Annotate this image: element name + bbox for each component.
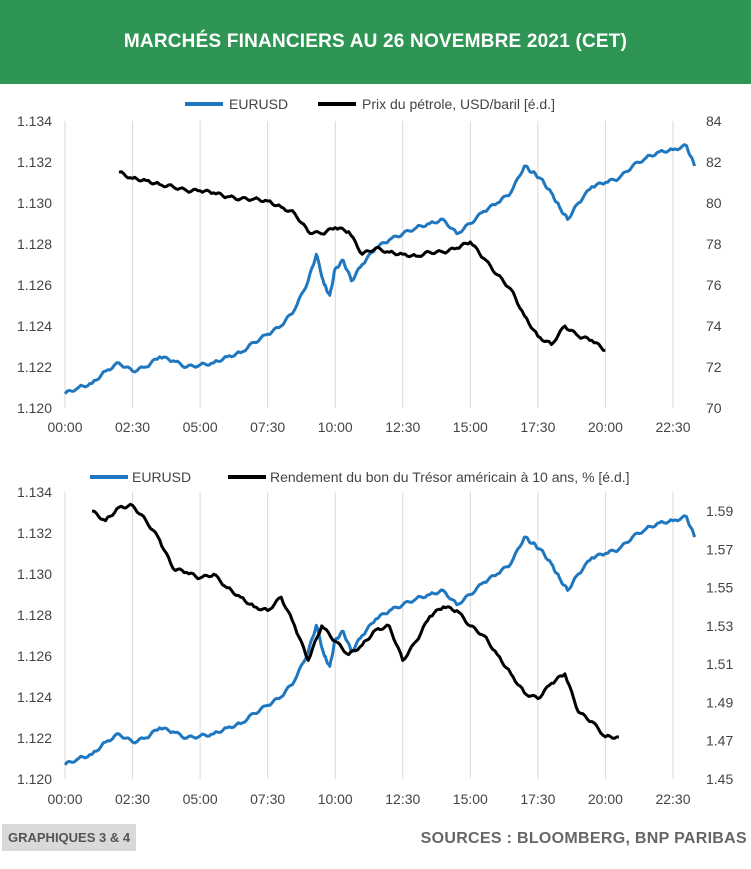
- x-tick-label: 07:30: [250, 791, 285, 807]
- y-right-tick-label: 1.55: [706, 580, 733, 596]
- x-tick-label: 22:30: [655, 791, 690, 807]
- y-left-tick-label: 1.132: [17, 154, 52, 170]
- x-tick-label: 00:00: [47, 419, 82, 435]
- x-tick-label: 17:30: [520, 419, 555, 435]
- y-left-tick-label: 1.122: [17, 359, 52, 375]
- x-tick-label: 22:30: [655, 419, 690, 435]
- x-tick-label: 10:00: [318, 791, 353, 807]
- y-left-tick-label: 1.126: [17, 648, 52, 664]
- legend-label: EURUSD: [132, 469, 191, 485]
- y-right-tick-label: 80: [706, 195, 722, 211]
- series-line-secondary: [118, 170, 606, 353]
- y-right-tick-label: 74: [706, 318, 722, 334]
- legend-label: Prix du pétrole, USD/baril [é.d.]: [362, 96, 555, 112]
- x-tick-label: 20:00: [588, 419, 623, 435]
- y-right-tick-label: 1.53: [706, 618, 733, 634]
- y-left-tick-label: 1.134: [17, 113, 52, 129]
- x-tick-label: 20:00: [588, 791, 623, 807]
- page-title: MARCHÉS FINANCIERS AU 26 NOVEMBRE 2021 (…: [0, 0, 751, 84]
- y-left-tick-label: 1.132: [17, 525, 52, 541]
- x-tick-label: 05:00: [183, 791, 218, 807]
- x-tick-label: 02:30: [115, 419, 150, 435]
- x-tick-label: 15:00: [453, 419, 488, 435]
- y-left-tick-label: 1.124: [17, 318, 52, 334]
- y-right-tick-label: 1.49: [706, 694, 733, 710]
- y-right-tick-label: 1.45: [706, 771, 733, 787]
- y-left-tick-label: 1.128: [17, 236, 52, 252]
- x-tick-label: 10:00: [318, 419, 353, 435]
- y-right-tick-label: 1.57: [706, 541, 733, 557]
- series-line-secondary: [91, 502, 619, 740]
- x-tick-label: 00:00: [47, 791, 82, 807]
- y-right-tick-label: 1.59: [706, 503, 733, 519]
- y-left-tick-label: 1.128: [17, 607, 52, 623]
- series-line-eurusd: [63, 143, 697, 395]
- series-line-eurusd: [63, 514, 697, 766]
- sources-note: SOURCES : BLOOMBERG, BNP PARIBAS: [420, 830, 747, 847]
- y-right-tick-label: 82: [706, 154, 722, 170]
- chart-yield-eurusd: 00:00 02:30 05:00 07:30 10:00 12:30 15:00 17:30…: [17, 469, 734, 807]
- y-right-tick-label: 78: [706, 236, 722, 252]
- y-left-tick-label: 1.134: [17, 484, 52, 500]
- y-left-tick-label: 1.130: [17, 195, 52, 211]
- legend-label: EURUSD: [229, 96, 288, 112]
- x-tick-label: 17:30: [520, 791, 555, 807]
- x-tick-label: 15:00: [453, 791, 488, 807]
- figure-label: GRAPHIQUES 3 & 4: [2, 824, 137, 851]
- y-right-tick-label: 1.51: [706, 656, 733, 672]
- y-left-tick-label: 1.130: [17, 566, 52, 582]
- y-left-tick-label: 1.124: [17, 689, 52, 705]
- y-left-tick-label: 1.120: [17, 400, 52, 416]
- y-right-tick-label: 84: [706, 113, 722, 129]
- y-right-tick-label: 72: [706, 359, 722, 375]
- y-left-tick-label: 1.122: [17, 730, 52, 746]
- x-tick-label: 12:30: [385, 791, 420, 807]
- x-tick-label: 12:30: [385, 419, 420, 435]
- y-left-tick-label: 1.126: [17, 277, 52, 293]
- y-right-tick-label: 76: [706, 277, 722, 293]
- legend-label: Rendement du bon du Trésor américain à 1…: [270, 469, 630, 485]
- x-tick-label: 07:30: [250, 419, 285, 435]
- y-right-tick-label: 1.47: [706, 733, 733, 749]
- chart-oil-eurusd: 00:00 02:30 05:00 07:30 10:00 12:30 15:00 17:30…: [17, 96, 722, 435]
- x-tick-label: 02:30: [115, 791, 150, 807]
- y-right-tick-label: 70: [706, 400, 722, 416]
- y-left-tick-label: 1.120: [17, 771, 52, 787]
- x-tick-label: 05:00: [183, 419, 218, 435]
